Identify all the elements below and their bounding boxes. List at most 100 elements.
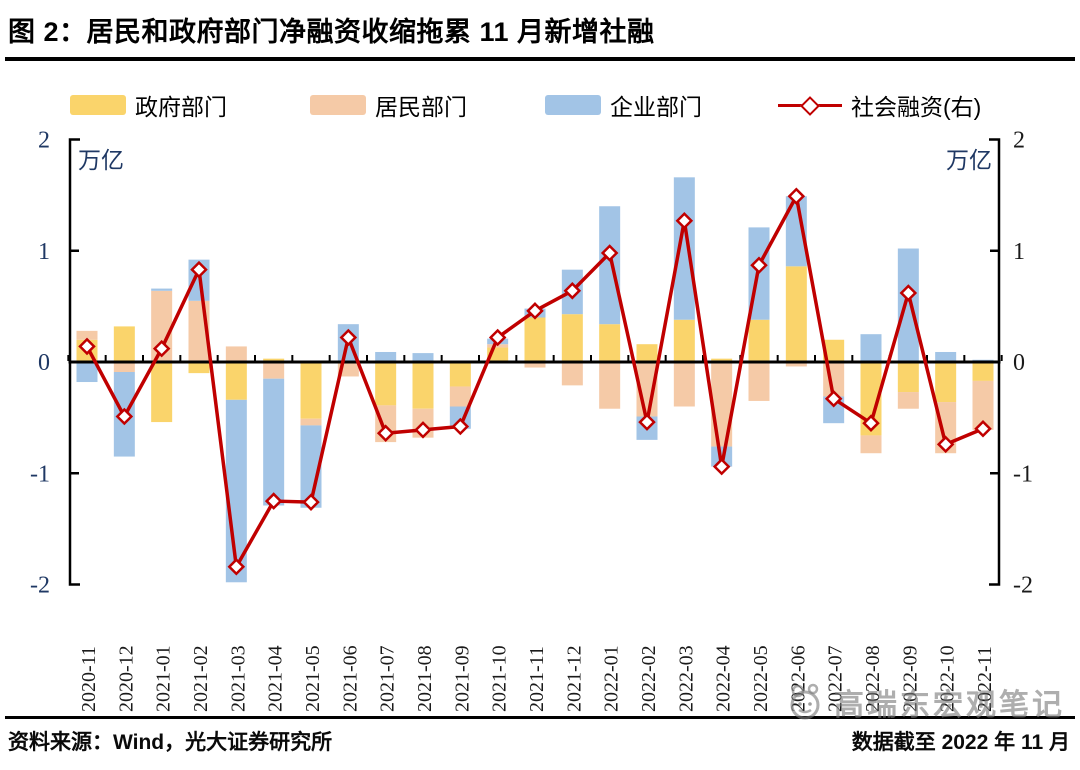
bar-segment: [673, 177, 695, 320]
bar-segment: [76, 362, 98, 383]
x-axis-label: 2022-06: [787, 645, 809, 712]
bar-segment: [151, 362, 173, 423]
bar-segment: [375, 351, 397, 362]
line-marker: [339, 328, 358, 347]
bar-segment: [113, 362, 135, 373]
line-marker: [638, 413, 656, 431]
wechat-account-icon: [790, 683, 820, 720]
bar-segment: [599, 362, 621, 409]
x-axis-label: 2022-09: [899, 645, 921, 712]
line-marker: [414, 421, 432, 439]
bar-segment: [897, 362, 919, 393]
line-marker: [152, 339, 171, 358]
bar-segment: [412, 353, 434, 362]
bar-segment: [412, 362, 434, 409]
line-marker: [376, 424, 395, 442]
x-axis-label: 2021-03: [227, 645, 249, 712]
watermark-text: 高瑞东宏观笔记: [834, 689, 1065, 722]
y-axis-tick-left: 0: [38, 350, 50, 376]
title-divider: [5, 57, 1075, 61]
bar-segment: [972, 362, 994, 381]
legend-label: 社会融资(右): [851, 94, 982, 120]
y-axis-tick-left: 2: [38, 128, 50, 154]
x-axis-label: 2021-01: [153, 645, 175, 712]
bar-segment: [673, 319, 695, 362]
data-asof-note: 数据截至 2022 年 11 月: [851, 731, 1070, 754]
y-axis-tick-right: 2: [1013, 128, 1025, 154]
x-axis-label: 2022-02: [638, 645, 660, 712]
line-marker: [526, 302, 544, 320]
line-marker: [675, 211, 694, 230]
y-axis-tick-left: 1: [38, 239, 50, 265]
bar-segment: [599, 324, 621, 362]
page-title: 图 2：居民和政府部门净融资收缩拖累 11 月新增社融: [8, 17, 655, 47]
bar-segment: [300, 362, 322, 419]
legend-label: 企业部门: [610, 94, 702, 120]
line-marker: [115, 407, 134, 426]
x-axis-label: 2021-02: [190, 645, 212, 712]
line-marker: [862, 414, 880, 432]
x-axis-label: 2022-03: [675, 645, 697, 712]
bar-segment: [636, 344, 658, 362]
y-axis-tick-left: -1: [30, 461, 50, 487]
legend-label: 政府部门: [135, 94, 227, 120]
bar-segment: [225, 346, 247, 362]
bar-segment: [711, 358, 733, 362]
enterprise-swatch-icon: [545, 95, 601, 115]
bar-segment: [561, 362, 583, 386]
line-marker: [451, 417, 470, 436]
bar-segment: [76, 330, 98, 340]
x-axis-label: 2022-05: [750, 645, 772, 712]
government-swatch-icon: [70, 95, 126, 115]
y-axis-tick-left: -2: [30, 573, 50, 599]
x-axis-label: 2022-01: [601, 645, 623, 712]
legend-item-household: 居民部门: [310, 88, 467, 122]
household-swatch-icon: [310, 95, 366, 115]
legend-item-enterprise: 企业部门: [545, 88, 702, 122]
bar-segment: [449, 362, 471, 387]
bar-segment: [785, 266, 807, 362]
bar-segment: [263, 378, 285, 506]
y-axis-tick-right: 0: [1013, 350, 1025, 376]
x-axis-label: 2021-04: [265, 645, 287, 712]
line-marker: [824, 389, 843, 408]
bar-segment: [860, 334, 882, 362]
line-marker: [750, 256, 768, 274]
line-marker-icon: [778, 95, 842, 116]
bar-segment: [375, 362, 397, 406]
line-marker: [787, 187, 806, 206]
line-marker: [227, 557, 246, 576]
x-axis-label: 2022-08: [862, 645, 884, 712]
left-axis-unit-label: 万亿: [78, 147, 124, 173]
right-axis-unit-label: 万亿: [946, 147, 992, 173]
line-marker: [190, 260, 208, 279]
bar-segment: [263, 362, 285, 379]
bar-segment: [897, 248, 919, 362]
x-axis-label: 2021-07: [377, 645, 399, 712]
bar-segment: [151, 288, 173, 291]
bar-segment: [860, 435, 882, 454]
x-axis-label: 2021-10: [489, 645, 511, 712]
bar-segment: [113, 326, 135, 362]
bar-segment: [785, 196, 807, 267]
bar-segment: [860, 362, 882, 436]
bar-segment: [561, 314, 583, 362]
bar-segment: [263, 358, 285, 362]
line-marker: [302, 493, 320, 511]
bar-segment: [972, 380, 994, 430]
bar-segment: [823, 339, 845, 362]
bar-segment: [188, 362, 210, 374]
line-marker: [600, 244, 619, 262]
bar-segment: [897, 392, 919, 409]
x-axis-label: 2021-05: [302, 645, 324, 712]
bar-segment: [748, 362, 770, 401]
line-marker: [78, 337, 96, 356]
x-axis-label: 2022-07: [825, 645, 847, 712]
bar-segment: [935, 351, 957, 362]
line-marker: [563, 282, 582, 300]
x-axis-label: 2021-11: [526, 646, 548, 712]
x-axis-label: 2021-08: [414, 645, 436, 712]
line-marker: [712, 457, 731, 476]
y-axis-tick-right: 1: [1013, 239, 1025, 265]
bar-segment: [935, 362, 957, 403]
